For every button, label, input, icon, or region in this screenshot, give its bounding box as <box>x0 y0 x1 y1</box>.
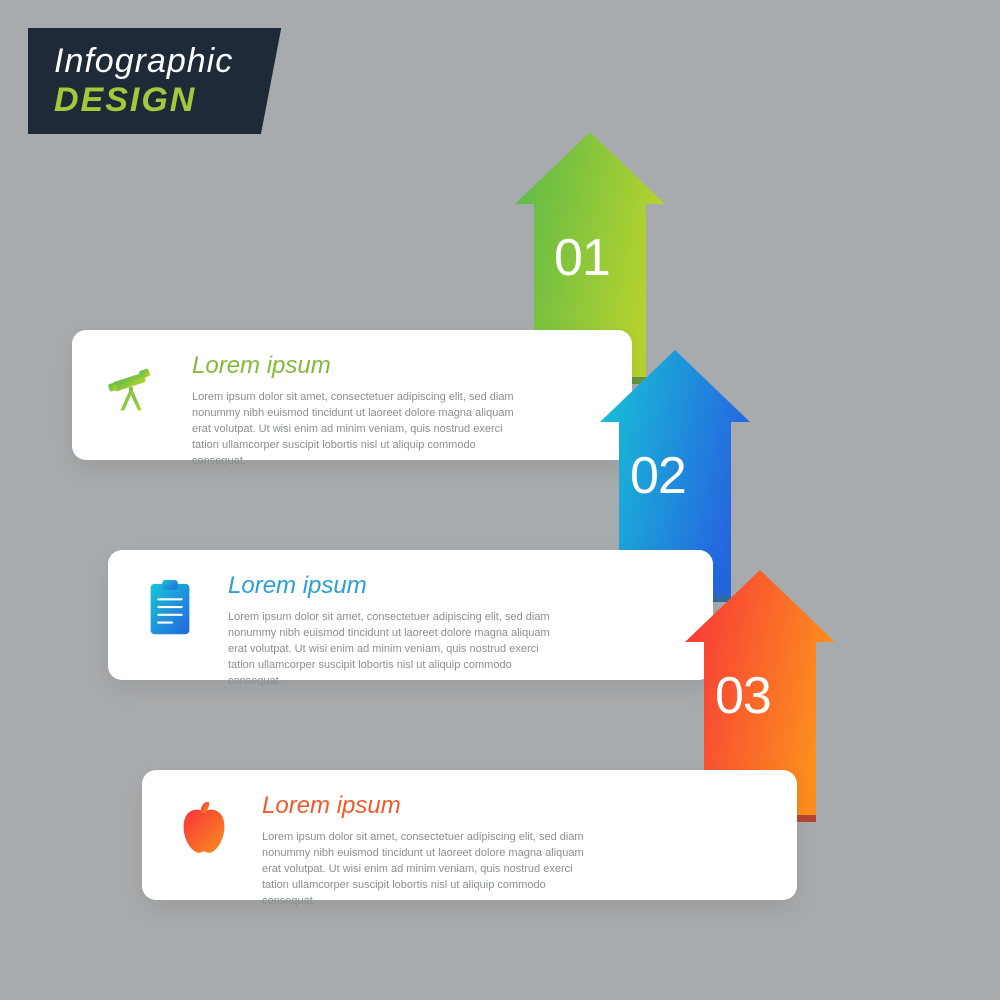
step-card-01: Lorem ipsum Lorem ipsum dolor sit amet, … <box>72 330 632 460</box>
step-title: Lorem ipsum <box>228 572 687 600</box>
infographic-stage: 01 Lorem ipsum Lorem ipsum dolor sit ame… <box>0 0 1000 1000</box>
step-title: Lorem ipsum <box>192 352 606 380</box>
step-text: Lorem ipsum dolor sit amet, consectetuer… <box>228 610 558 690</box>
step-number-01: 01 <box>554 228 610 288</box>
step-number-02: 02 <box>630 446 686 506</box>
step-body: Lorem ipsum Lorem ipsum dolor sit amet, … <box>262 792 771 910</box>
step-card-03: Lorem ipsum Lorem ipsum dolor sit amet, … <box>142 770 797 900</box>
step-body: Lorem ipsum Lorem ipsum dolor sit amet, … <box>192 352 606 470</box>
step-number-03: 03 <box>715 666 771 726</box>
step-text: Lorem ipsum dolor sit amet, consectetuer… <box>262 830 592 910</box>
step-card-02: Lorem ipsum Lorem ipsum dolor sit amet, … <box>108 550 713 680</box>
apple-icon <box>168 798 240 858</box>
step-body: Lorem ipsum Lorem ipsum dolor sit amet, … <box>228 572 687 690</box>
step-title: Lorem ipsum <box>262 792 771 820</box>
clipboard-icon <box>134 578 206 640</box>
step-text: Lorem ipsum dolor sit amet, consectetuer… <box>192 390 522 470</box>
telescope-icon <box>98 358 170 420</box>
